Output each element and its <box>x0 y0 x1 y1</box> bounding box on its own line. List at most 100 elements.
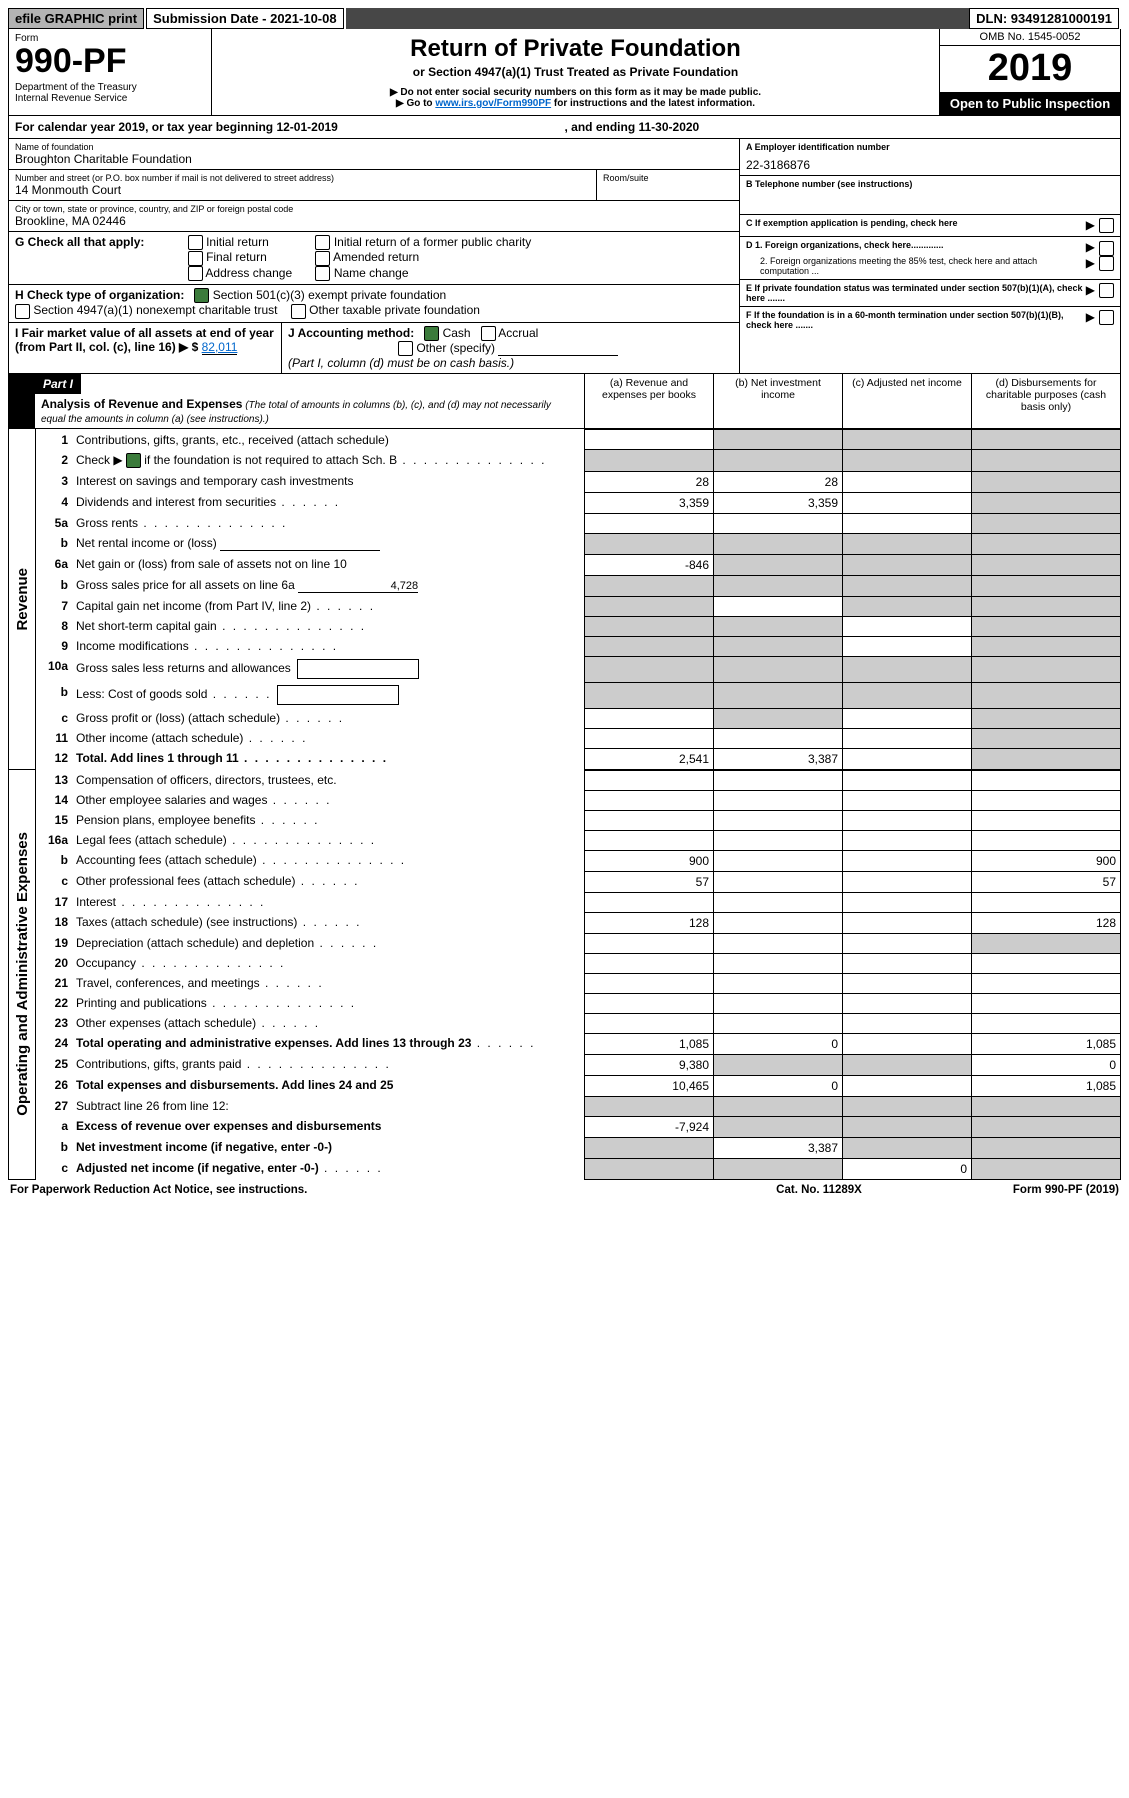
revenue-side-label-cell: Revenue <box>8 429 36 769</box>
line-3: 3Interest on savings and temporary cash … <box>36 471 1121 492</box>
expenses-side-label-cell: Operating and Administrative Expenses <box>8 770 36 1180</box>
top-bar: efile GRAPHIC print Submission Date - 20… <box>8 8 1121 29</box>
h-4947a1[interactable]: Section 4947(a)(1) nonexempt charitable … <box>15 303 277 317</box>
line-23: 23Other expenses (attach schedule) <box>36 1013 1121 1033</box>
line-17: 17Interest <box>36 892 1121 912</box>
line-6a: 6aNet gain or (loss) from sale of assets… <box>36 554 1121 575</box>
line-20: 20Occupancy <box>36 953 1121 973</box>
line-19: 19Depreciation (attach schedule) and dep… <box>36 933 1121 953</box>
expenses-side-label: Operating and Administrative Expenses <box>14 832 31 1116</box>
line-5b: bNet rental income or (loss) <box>36 533 1121 554</box>
g-initial-former-charity[interactable]: Initial return of a former public charit… <box>315 235 531 250</box>
h-label: H Check type of organization: <box>15 288 184 302</box>
footer-row: For Paperwork Reduction Act Notice, see … <box>8 1180 1121 1200</box>
line-2: 2Check ▶ if the foundation is not requir… <box>36 450 1121 471</box>
c-row: C If exemption application is pending, c… <box>740 215 1120 237</box>
line-18: 18Taxes (attach schedule) (see instructi… <box>36 912 1121 933</box>
c-checkbox[interactable] <box>1099 218 1114 233</box>
city-label: City or town, state or province, country… <box>15 204 733 214</box>
form-note-ssn: ▶ Do not enter social security numbers o… <box>216 87 935 98</box>
line-27: 27Subtract line 26 from line 12: <box>36 1096 1121 1116</box>
col-c-header: (c) Adjusted net income <box>842 374 971 428</box>
f-checkbox[interactable] <box>1099 310 1114 330</box>
tax-year: 2019 <box>940 46 1120 92</box>
h-501c3[interactable]: Section 501(c)(3) exempt private foundat… <box>194 288 446 302</box>
j-other[interactable]: Other (specify) <box>398 341 495 355</box>
d-row: D 1. Foreign organizations, check here..… <box>740 237 1120 279</box>
line-27c: cAdjusted net income (if negative, enter… <box>36 1158 1121 1179</box>
ein-label: A Employer identification number <box>746 142 1114 152</box>
line-10a: 10aGross sales less returns and allowanc… <box>36 656 1121 682</box>
g-amended-return[interactable]: Amended return <box>315 250 531 265</box>
d1-checkbox[interactable] <box>1099 240 1114 255</box>
revenue-side-label: Revenue <box>14 568 31 631</box>
e-checkbox[interactable] <box>1099 283 1114 303</box>
j-label: J Accounting method: <box>288 326 414 340</box>
tel-label: B Telephone number (see instructions) <box>746 179 1114 189</box>
efile-print-button[interactable]: efile GRAPHIC print <box>8 8 144 29</box>
i-j-row: I Fair market value of all assets at end… <box>9 323 739 374</box>
form-title: Return of Private Foundation <box>216 35 935 63</box>
topbar-spacer <box>346 8 970 29</box>
line-26: 26Total expenses and disbursements. Add … <box>36 1075 1121 1096</box>
form-header: Form 990-PF Department of the Treasury I… <box>8 29 1121 116</box>
h-other-taxable[interactable]: Other taxable private foundation <box>291 303 480 317</box>
street-address: 14 Monmouth Court <box>15 183 590 197</box>
g-name-change[interactable]: Name change <box>315 266 531 281</box>
col-b-header: (b) Net investment income <box>713 374 842 428</box>
part1-title: Analysis of Revenue and Expenses <box>41 397 242 411</box>
line-4: 4Dividends and interest from securities3… <box>36 492 1121 513</box>
name-cell: Name of foundation Broughton Charitable … <box>9 139 739 170</box>
info-right: A Employer identification number 22-3186… <box>739 139 1120 373</box>
line-21: 21Travel, conferences, and meetings <box>36 973 1121 993</box>
name-label: Name of foundation <box>15 142 733 152</box>
line-1: 1Contributions, gifts, grants, etc., rec… <box>36 430 1121 450</box>
d1-arrow: ▶ <box>1086 240 1095 255</box>
expenses-block: Operating and Administrative Expenses 13… <box>8 770 1121 1180</box>
d2-arrow: ▶ <box>1086 256 1095 276</box>
line-27a: aExcess of revenue over expenses and dis… <box>36 1116 1121 1137</box>
col-a-header: (a) Revenue and expenses per books <box>584 374 713 428</box>
ein-value: 22-3186876 <box>746 158 1114 172</box>
j-cash[interactable]: Cash <box>424 326 470 340</box>
j-note: (Part I, column (d) must be on cash basi… <box>288 356 514 370</box>
j-accounting-cell: J Accounting method: Cash Accrual Other … <box>281 323 739 374</box>
line-14: 14Other employee salaries and wages <box>36 790 1121 810</box>
g-initial-return[interactable]: Initial return <box>188 235 292 250</box>
e-label: E If private foundation status was termi… <box>746 283 1086 303</box>
line-5a: 5aGross rents <box>36 513 1121 533</box>
line-10b: bLess: Cost of goods sold <box>36 682 1121 708</box>
info-left: Name of foundation Broughton Charitable … <box>9 139 739 373</box>
part1-header-row: Part I Analysis of Revenue and Expenses … <box>8 374 1121 429</box>
tax-year-row: For calendar year 2019, or tax year begi… <box>8 116 1121 139</box>
ty-end: 11-30-2020 <box>639 120 700 134</box>
d1-label: D 1. Foreign organizations, check here..… <box>746 240 1086 255</box>
d2-checkbox[interactable] <box>1099 256 1114 276</box>
fmv-value-link[interactable]: 82,011 <box>202 340 238 355</box>
d2-label: 2. Foreign organizations meeting the 85%… <box>746 256 1086 276</box>
form-subtitle: or Section 4947(a)(1) Trust Treated as P… <box>216 65 935 79</box>
part1-label: Part I <box>35 374 81 394</box>
ty-label-mid: , and ending <box>565 120 639 134</box>
open-public-inspection: Open to Public Inspection <box>940 92 1120 115</box>
header-middle: Return of Private Foundation or Section … <box>212 29 939 115</box>
ein-cell: A Employer identification number 22-3186… <box>740 139 1120 176</box>
addr-label: Number and street (or P.O. box number if… <box>15 173 590 183</box>
city-cell: City or town, state or province, country… <box>9 201 739 232</box>
g-final-return[interactable]: Final return <box>188 250 292 265</box>
form990pf-link[interactable]: www.irs.gov/Form990PF <box>435 98 551 109</box>
header-left: Form 990-PF Department of the Treasury I… <box>9 29 212 115</box>
line-27b: bNet investment income (if negative, ent… <box>36 1137 1121 1158</box>
line-13: 13Compensation of officers, directors, t… <box>36 770 1121 790</box>
footer-right: Form 990-PF (2019) <box>919 1184 1119 1196</box>
line-10c: cGross profit or (loss) (attach schedule… <box>36 708 1121 728</box>
submission-date: Submission Date - 2021-10-08 <box>146 8 344 29</box>
irs-label: Internal Revenue Service <box>15 93 205 104</box>
entity-info-grid: Name of foundation Broughton Charitable … <box>8 139 1121 374</box>
line-16a: 16aLegal fees (attach schedule) <box>36 830 1121 850</box>
line-12: 12Total. Add lines 1 through 112,5413,38… <box>36 748 1121 769</box>
c-label: C If exemption application is pending, c… <box>746 218 1086 233</box>
j-accrual[interactable]: Accrual <box>481 326 539 340</box>
g-address-change[interactable]: Address change <box>188 266 292 281</box>
line2-checkbox[interactable] <box>126 453 141 468</box>
